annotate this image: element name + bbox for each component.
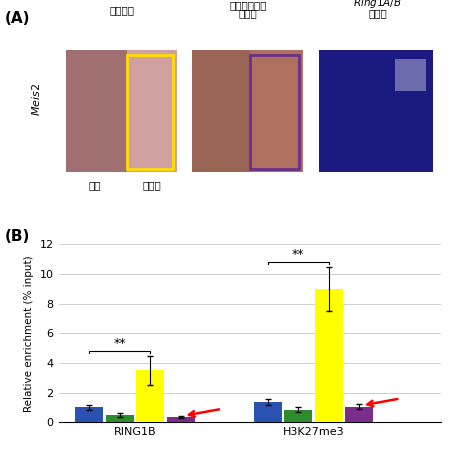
Text: 基部: 基部 xyxy=(89,180,101,190)
Text: (B): (B) xyxy=(4,229,30,244)
Text: 先端部: 先端部 xyxy=(143,180,162,190)
Bar xyxy=(253,402,282,422)
Text: (A): (A) xyxy=(4,11,30,26)
Bar xyxy=(106,415,134,422)
Bar xyxy=(193,50,303,172)
Text: $\it{Ring1A/B}$: $\it{Ring1A/B}$ xyxy=(353,0,402,10)
Bar xyxy=(127,55,173,168)
Bar xyxy=(75,407,103,422)
Text: **: ** xyxy=(292,248,305,262)
Text: **: ** xyxy=(113,337,126,350)
Y-axis label: Relative enrichment (% input): Relative enrichment (% input) xyxy=(24,255,34,412)
Text: $\it{Meis2}$: $\it{Meis2}$ xyxy=(30,82,41,116)
Bar xyxy=(136,370,164,422)
Bar xyxy=(319,50,433,172)
Text: 処理胚: 処理胚 xyxy=(238,8,257,18)
Bar xyxy=(66,50,177,172)
Bar xyxy=(167,417,195,422)
Bar xyxy=(284,410,312,422)
Bar xyxy=(345,407,374,422)
Text: 溶媒のみ: 溶媒のみ xyxy=(109,5,134,15)
Bar xyxy=(395,59,426,91)
Bar xyxy=(127,50,177,172)
Text: レチノイン酸: レチノイン酸 xyxy=(229,0,266,10)
Text: 変異型: 変異型 xyxy=(369,8,387,18)
Bar xyxy=(250,50,303,172)
Bar xyxy=(250,55,300,168)
Bar xyxy=(315,289,343,422)
